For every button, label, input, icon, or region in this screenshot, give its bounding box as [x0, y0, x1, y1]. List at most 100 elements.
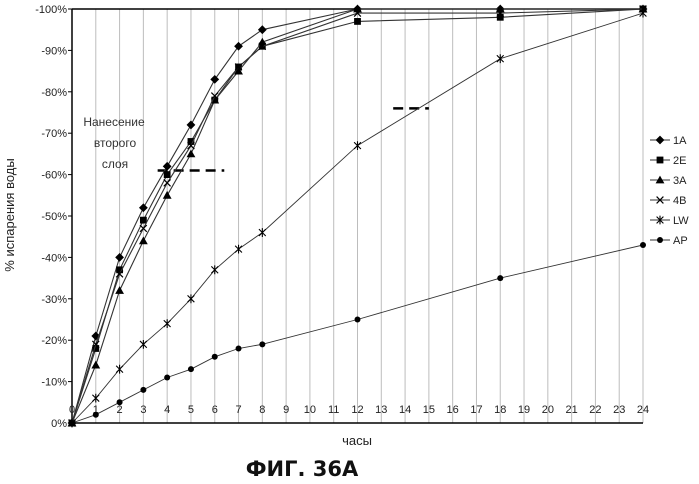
data-point [115, 253, 124, 262]
x-axis-label: часы [342, 433, 372, 448]
annotation-text: Нанесение [83, 115, 145, 129]
legend-label: AP [673, 235, 688, 247]
grid [71, 9, 644, 423]
data-point [163, 179, 171, 187]
x-tick-label: 14 [399, 404, 411, 416]
annotations: Нанесение второго слоя [83, 107, 429, 172]
data-point [354, 316, 361, 323]
series-group [67, 4, 648, 428]
data-point [139, 339, 148, 349]
data-point [234, 41, 243, 51]
data-point [164, 374, 171, 381]
data-point [234, 66, 243, 75]
data-point [115, 286, 124, 294]
x-tick-label: 21 [566, 404, 578, 416]
x-tick-label: 3 [140, 404, 146, 416]
data-point [496, 13, 504, 21]
legend-label: LW [673, 215, 689, 227]
annotation-text: второго [94, 136, 137, 150]
series-lw [68, 8, 647, 428]
data-point [496, 54, 505, 64]
y-axis-label: % испарения воды [2, 158, 17, 271]
data-point [496, 9, 505, 17]
data-point [115, 270, 124, 278]
series-line [71, 12, 644, 424]
x-tick-label: 10 [304, 404, 316, 416]
y-tick-labels: 0% -10% -20% -30% -40% -50% -60% -70% -80% -90% -1… [35, 4, 67, 430]
x-tick-label: 19 [518, 404, 530, 416]
y-tick-label: -40% [41, 252, 67, 264]
figure-caption: ФИГ. 36A [246, 457, 359, 481]
x-tick-label: 0 [69, 404, 75, 416]
x-tick-label: 9 [283, 404, 289, 416]
x-tick-label: 4 [164, 404, 170, 416]
data-point [115, 364, 124, 374]
x-tick-label: 20 [542, 404, 554, 416]
y-tick-label: -30% [41, 294, 67, 306]
data-point [116, 266, 123, 274]
x-tick-labels: 0 1 2 3 4 5 6 7 8 9 10 11 12 13 14 15 16 17 18 19 20 21 22 23 24 [69, 404, 649, 416]
x-tick-label: 16 [447, 404, 459, 416]
data-point [91, 340, 100, 349]
x-tick-label: 6 [212, 404, 218, 416]
data-point [139, 224, 148, 233]
data-point [91, 360, 101, 369]
data-point [211, 353, 218, 360]
data-point [92, 411, 99, 418]
legend-item-2e: 2E [650, 155, 686, 167]
legend-item-3a: 3A [650, 175, 687, 187]
legend-item-4b: 4B [650, 195, 686, 207]
data-point [92, 393, 100, 403]
y-tick-label: -10% [41, 377, 67, 389]
x-tick-label: 22 [589, 404, 601, 416]
series-line [71, 8, 643, 424]
y-tick-label: -70% [41, 128, 67, 140]
x-tick-label: 17 [470, 404, 482, 416]
x-tick-label: 15 [423, 404, 435, 416]
data-point [657, 237, 663, 243]
data-point [259, 341, 266, 348]
data-point [235, 345, 242, 352]
axes [68, 8, 643, 424]
x-tick-label: 13 [375, 404, 387, 416]
x-tick-label: 1 [93, 404, 99, 416]
annotation-text: слоя [102, 157, 128, 171]
legend-item-lw: LW [650, 215, 689, 227]
data-point [187, 138, 195, 145]
data-point [656, 196, 664, 204]
y-tick-label: 0% [51, 418, 67, 430]
data-point [234, 63, 243, 71]
data-point [162, 161, 172, 171]
data-point [69, 420, 75, 426]
data-point [116, 399, 123, 406]
x-tick-label: 8 [259, 404, 265, 416]
data-point [257, 25, 267, 35]
data-point [139, 216, 147, 224]
data-point [258, 42, 267, 51]
legend-label: 4B [673, 195, 686, 207]
data-point [234, 244, 243, 254]
legend-label: 3A [673, 175, 687, 187]
data-point [187, 141, 195, 150]
data-point [639, 8, 647, 18]
data-point [187, 294, 195, 304]
data-point [210, 92, 219, 100]
data-point [497, 275, 504, 282]
series-ap [69, 241, 646, 426]
data-point [656, 215, 664, 225]
data-point [656, 156, 664, 164]
x-tick-label: 7 [235, 404, 241, 416]
data-point [138, 236, 148, 245]
data-point [186, 120, 196, 130]
x-tick-label: 18 [494, 404, 506, 416]
data-point [258, 228, 267, 237]
data-point [163, 171, 171, 178]
x-tick-label: 24 [637, 404, 649, 416]
data-point [354, 18, 361, 25]
legend-label: 1A [673, 135, 687, 147]
data-point [655, 135, 665, 145]
data-point [186, 149, 196, 158]
data-point [353, 141, 362, 151]
data-point [140, 386, 147, 393]
